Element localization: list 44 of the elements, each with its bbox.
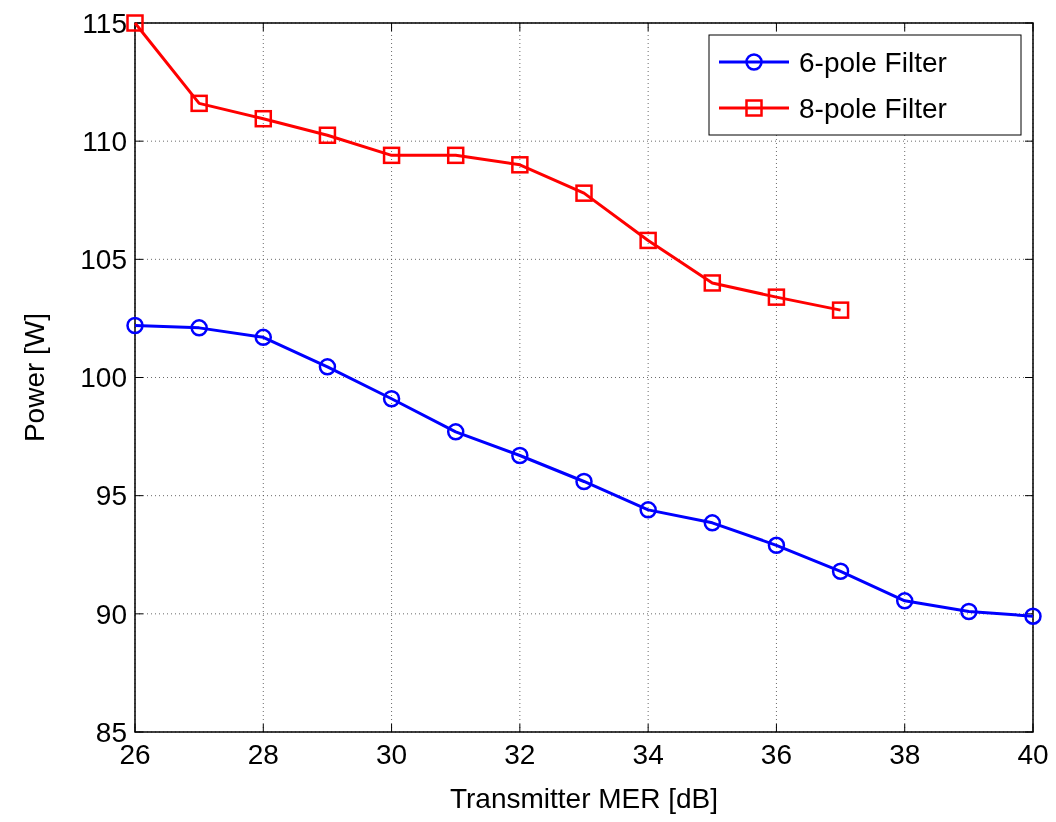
y-tick-label: 110 [82, 125, 127, 157]
legend-label: 8-pole Filter [799, 92, 947, 124]
point [446, 146, 465, 165]
x-tick-label: 30 [375, 739, 408, 770]
point [703, 514, 722, 532]
y-tick-label: 105 [80, 244, 127, 276]
point [126, 14, 144, 32]
point [575, 472, 593, 491]
point [703, 274, 722, 292]
point [575, 184, 593, 202]
point [831, 301, 850, 319]
point [639, 501, 657, 519]
point [1024, 607, 1042, 625]
x-tick-label: 32 [504, 739, 536, 770]
point [190, 319, 208, 337]
x-tick-label: 28 [247, 739, 279, 770]
point [831, 562, 850, 581]
point [126, 316, 144, 335]
point [767, 288, 786, 306]
point [190, 94, 208, 113]
y-tick-label: 100 [80, 362, 127, 394]
x-tick-label: 40 [1017, 739, 1049, 770]
y-tick-label: 95 [95, 480, 127, 512]
point [382, 146, 401, 165]
legend-label: 6-pole Filter [799, 46, 947, 78]
point [895, 592, 914, 610]
point [446, 423, 465, 441]
point [511, 446, 529, 465]
point [254, 109, 273, 128]
point [767, 536, 786, 555]
y-tick-label: 90 [95, 598, 127, 630]
point [254, 328, 273, 347]
x-tick-label: 34 [632, 739, 664, 770]
point [318, 358, 337, 376]
y-tick-label: 115 [82, 7, 127, 39]
point [382, 390, 401, 408]
point [511, 156, 529, 174]
point [639, 231, 657, 250]
x-tick-label: 38 [889, 739, 921, 770]
x-tick-label: 36 [760, 739, 793, 770]
y-axis-title: Power [W] [19, 312, 50, 443]
point [960, 602, 978, 621]
x-axis-title: Transmitter MER [dB] [449, 783, 719, 814]
point [318, 126, 337, 145]
